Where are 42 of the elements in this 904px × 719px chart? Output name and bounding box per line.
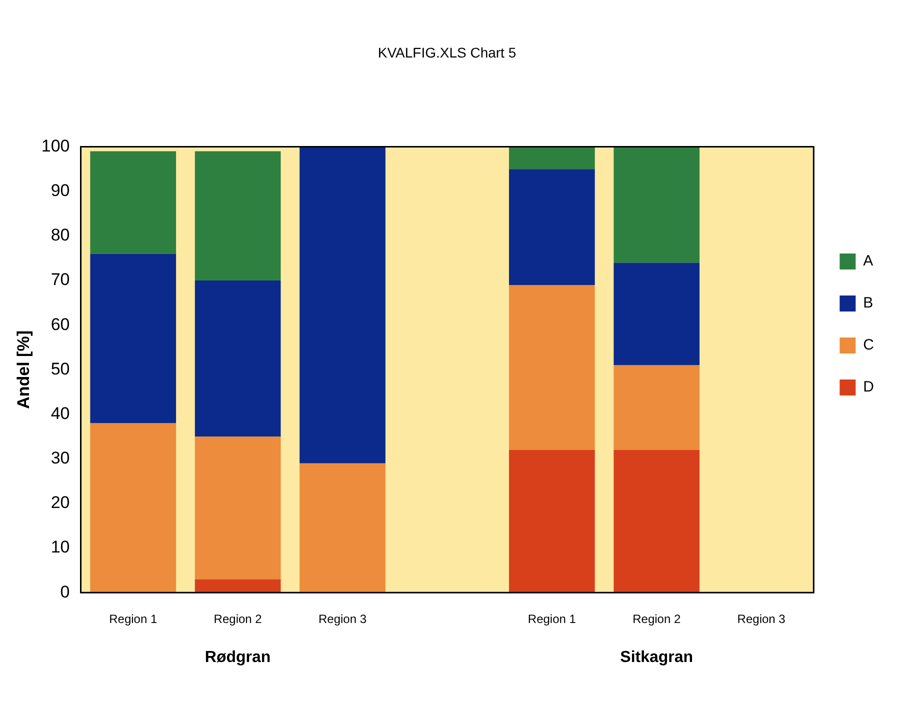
legend-label: C xyxy=(863,336,874,354)
y-axis-title: Andel [%] xyxy=(14,330,33,409)
bar xyxy=(194,280,281,437)
y-tick-label: 30 xyxy=(50,448,70,468)
x-tick-label: Region 3 xyxy=(318,612,367,626)
bar xyxy=(90,254,176,424)
x-tick-label: Region 3 xyxy=(737,612,786,626)
y-tick-label: 60 xyxy=(50,314,70,334)
y-tick-label: 100 xyxy=(41,136,70,156)
bar xyxy=(614,365,700,450)
bar xyxy=(194,579,281,593)
bar xyxy=(300,463,386,593)
x-tick-label: Region 2 xyxy=(214,612,262,626)
bar xyxy=(194,151,281,281)
y-tick-label: 90 xyxy=(50,181,70,200)
y-tick-label: 80 xyxy=(50,226,70,245)
bar xyxy=(508,146,595,170)
text: Sitkagran xyxy=(620,649,694,666)
legend-label: D xyxy=(863,378,874,396)
bar xyxy=(508,169,595,285)
bar xyxy=(300,146,386,464)
y-tick-label: 70 xyxy=(50,270,70,290)
y-tick-label: 0 xyxy=(60,582,70,602)
x-tick-label: Region 2 xyxy=(632,612,681,626)
legend-label: A xyxy=(863,252,874,270)
y-tick-label: 40 xyxy=(50,404,70,423)
bar xyxy=(90,423,176,593)
chart-title: KVALFIG.XLS Chart 5 xyxy=(378,44,516,60)
bar xyxy=(90,151,176,254)
bar xyxy=(614,146,700,263)
y-tick-label: 10 xyxy=(50,538,70,557)
bar xyxy=(614,450,700,593)
bar xyxy=(508,285,595,450)
x-tick-label: Region 1 xyxy=(528,612,576,626)
bar xyxy=(614,262,700,366)
y-tick-label: 50 xyxy=(50,359,70,378)
y-tick-label: 20 xyxy=(50,493,70,512)
legend-label: B xyxy=(863,294,874,312)
bar xyxy=(194,436,281,580)
text: Rødgran xyxy=(204,649,271,666)
x-tick-label: Region 1 xyxy=(109,612,158,626)
bar xyxy=(508,450,595,593)
